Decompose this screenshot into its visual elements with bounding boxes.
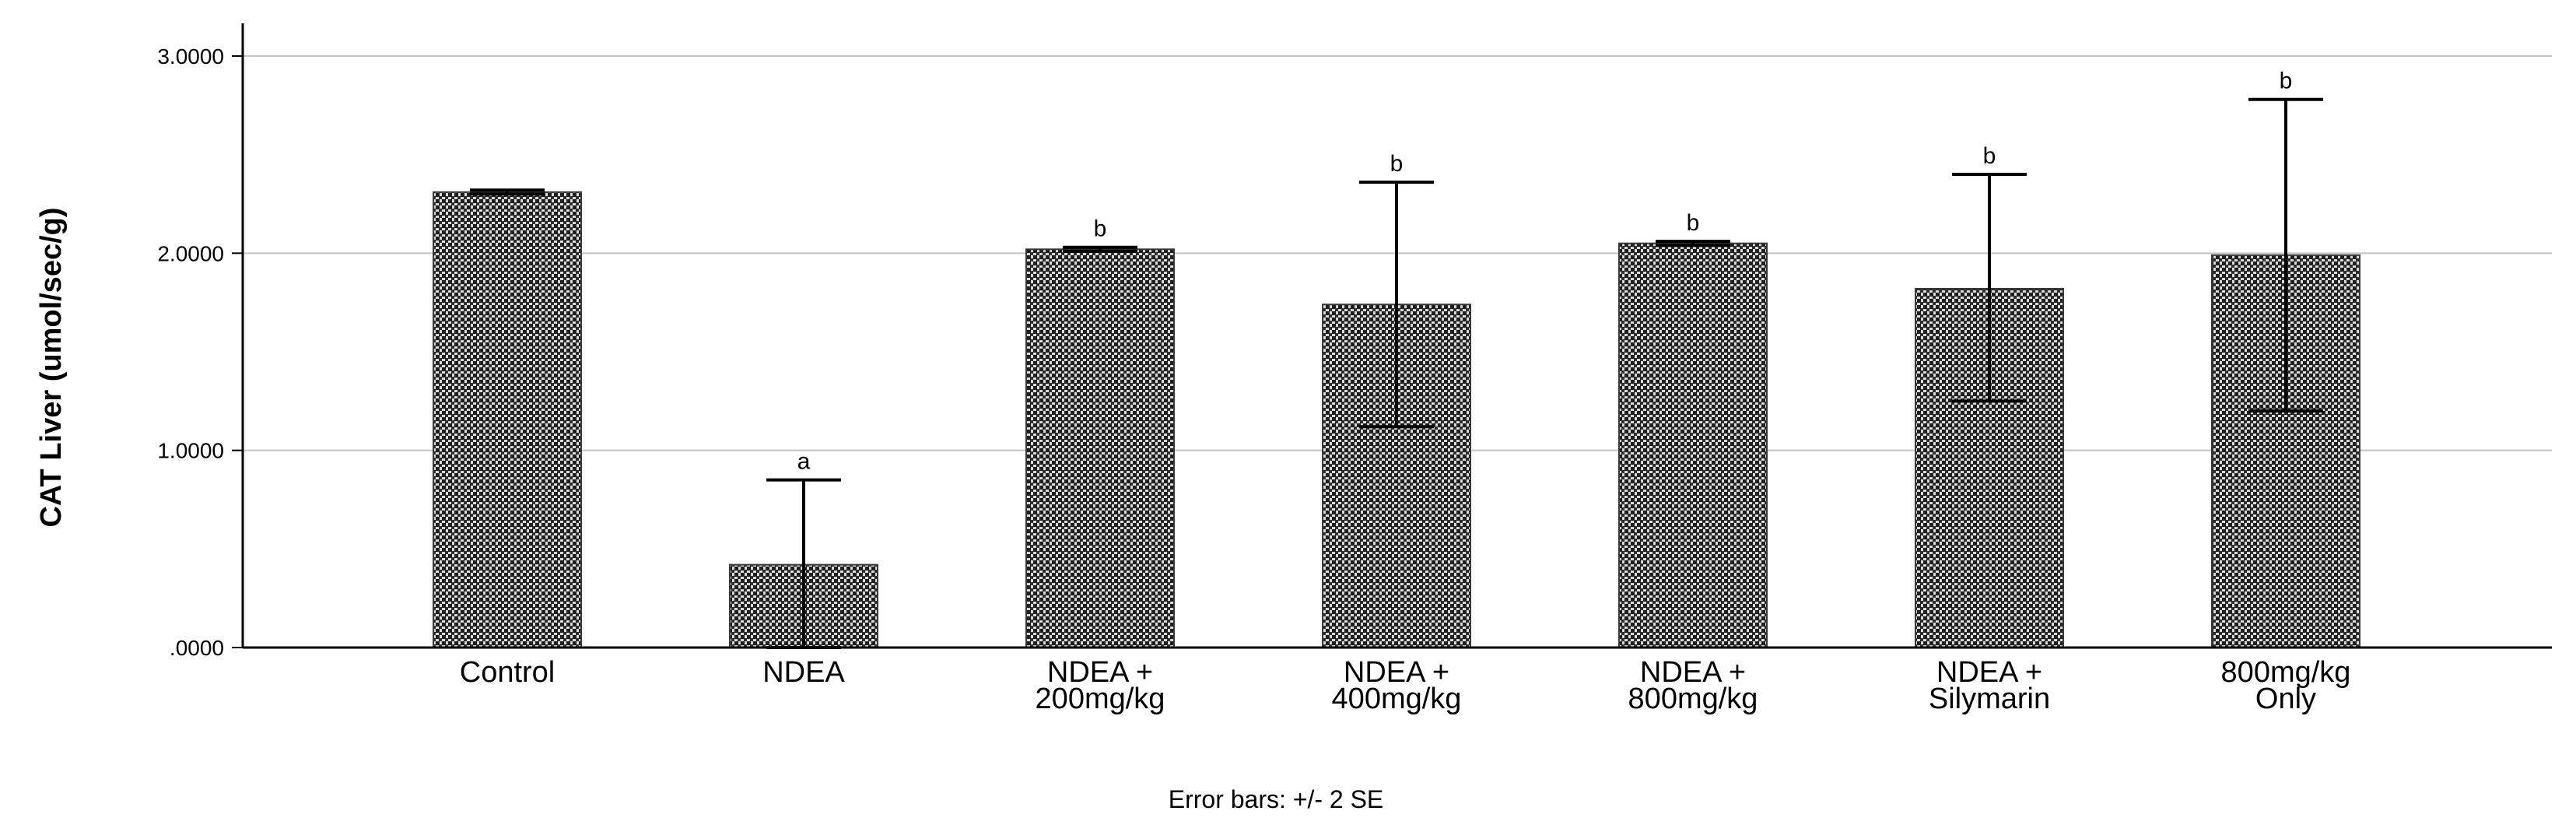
x-tick-label: Silymarin	[1929, 683, 2050, 715]
significance-label: b	[1094, 216, 1107, 242]
x-tick-label: 800mg/kg	[1628, 683, 1758, 715]
x-tick-label: 800mg/kg	[2221, 656, 2351, 689]
significance-label: b	[1390, 151, 1404, 177]
y-tick-label: 1.0000	[157, 439, 224, 463]
x-tick-label: NDEA +	[1047, 656, 1153, 689]
y-tick-label: 2.0000	[157, 241, 224, 265]
x-tick-label: Control	[460, 656, 556, 689]
y-axis-label: CAT Liver (umol/sec/g)	[35, 207, 68, 527]
x-tick-label: NDEA +	[1344, 656, 1449, 689]
axes	[241, 23, 2552, 649]
y-tick-label: 3.0000	[157, 44, 224, 68]
significance-label: a	[797, 449, 811, 475]
significance-label: b	[2280, 68, 2293, 94]
bar	[433, 191, 582, 649]
error-bar-footnote: Error bars: +/- 2 SE	[1169, 785, 1384, 813]
y-tick-labels: .0000 1.0000 2.0000 3.0000	[157, 44, 243, 660]
x-tick-label: NDEA +	[1936, 656, 2042, 689]
significance-label: b	[1983, 143, 1996, 169]
significance-label: b	[1687, 210, 1700, 236]
x-tick-label: Only	[2255, 683, 2316, 715]
x-tick-label: 400mg/kg	[1332, 683, 1462, 715]
y-tick-label: .0000	[170, 636, 224, 660]
bar	[1025, 248, 1175, 648]
x-tick-label: NDEA +	[1640, 656, 1746, 689]
bar	[1618, 242, 1768, 648]
significance-labels: a b b b b b	[797, 68, 2293, 475]
x-tick-label: 200mg/kg	[1036, 683, 1165, 715]
x-tick-label: NDEA	[762, 656, 845, 689]
